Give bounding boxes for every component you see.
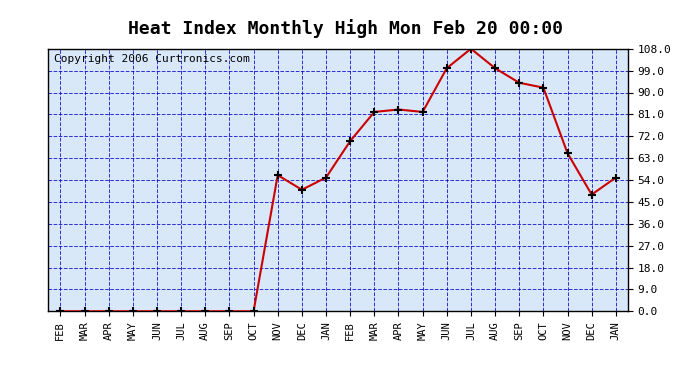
Text: Copyright 2006 Curtronics.com: Copyright 2006 Curtronics.com [54,54,250,64]
Text: Heat Index Monthly High Mon Feb 20 00:00: Heat Index Monthly High Mon Feb 20 00:00 [128,19,562,38]
